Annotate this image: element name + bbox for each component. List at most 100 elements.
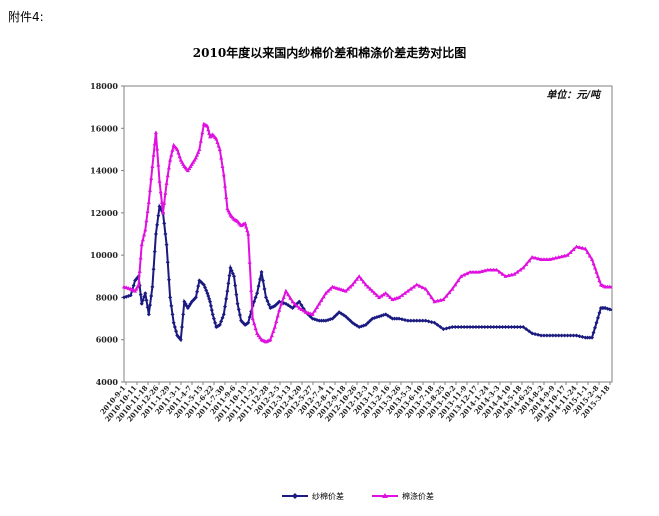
legend: 纱棉价差 棉涤价差 (282, 491, 434, 501)
data-point (590, 335, 595, 340)
data-point (156, 162, 161, 167)
data-point (488, 267, 493, 272)
data-point (314, 305, 319, 309)
data-point (482, 325, 487, 330)
data-point (392, 316, 397, 321)
data-point (465, 271, 470, 276)
data-point (288, 295, 293, 300)
data-point (590, 257, 595, 261)
data-point (224, 195, 229, 199)
data-point (168, 295, 173, 300)
data-point (450, 286, 455, 291)
data-point (326, 288, 331, 293)
data-point (255, 331, 260, 335)
data-point (453, 325, 458, 330)
data-point (361, 279, 366, 284)
data-point (223, 183, 228, 188)
data-point (250, 316, 255, 321)
data-point (379, 293, 384, 298)
data-point (414, 318, 419, 323)
data-point (385, 293, 390, 297)
data-point (346, 316, 351, 321)
data-point (518, 325, 523, 330)
data-point (232, 274, 237, 279)
data-point (377, 295, 382, 300)
data-point (272, 324, 277, 329)
data-point (547, 257, 552, 261)
data-point (343, 288, 348, 293)
data-point (225, 289, 230, 294)
series-markers-2 (122, 121, 612, 344)
data-point (366, 320, 370, 325)
data-point (216, 143, 221, 148)
data-point (381, 292, 386, 297)
data-point (262, 286, 267, 291)
data-point (383, 291, 388, 295)
data-point (577, 245, 582, 249)
data-point (359, 276, 364, 281)
data-point (512, 325, 517, 330)
data-point (220, 164, 225, 168)
data-point (244, 224, 249, 229)
data-point (295, 303, 300, 308)
data-point (128, 293, 133, 298)
data-point (217, 322, 222, 327)
data-point (426, 319, 431, 324)
data-point (170, 312, 175, 317)
data-point (574, 244, 579, 249)
data-point (164, 242, 169, 247)
data-point (306, 310, 311, 315)
data-point (308, 311, 313, 316)
data-point (503, 274, 508, 278)
data-point (352, 279, 357, 284)
legend-label-1: 纱棉价差 (312, 491, 344, 501)
data-point (553, 333, 558, 338)
data-point (550, 333, 555, 338)
data-point (512, 271, 517, 276)
data-point (447, 325, 452, 330)
data-point (550, 256, 555, 261)
data-point (485, 267, 490, 272)
data-point (565, 252, 570, 257)
data-point (237, 313, 242, 318)
data-point (139, 301, 144, 306)
data-point (165, 173, 170, 178)
legend-marker-icon (382, 493, 388, 498)
data-point (435, 298, 440, 303)
data-point (255, 291, 260, 296)
data-point (312, 308, 317, 313)
data-point (574, 333, 579, 338)
data-point (408, 286, 413, 291)
data-point (146, 200, 151, 204)
data-point (143, 291, 148, 296)
y-tick-label: 10000 (90, 250, 118, 260)
y-tick-label: 8000 (96, 292, 119, 302)
data-point (491, 267, 496, 272)
data-point (366, 284, 370, 289)
data-point (544, 333, 549, 338)
data-point (258, 277, 263, 282)
data-point (253, 326, 258, 331)
data-point (441, 327, 446, 332)
data-point (169, 303, 174, 308)
data-point (533, 255, 538, 260)
data-point (136, 282, 141, 287)
data-point (159, 200, 164, 204)
data-point (266, 302, 271, 307)
data-point (246, 231, 251, 236)
data-point (134, 286, 139, 291)
data-point (156, 213, 161, 218)
data-point (256, 284, 261, 289)
data-point (334, 312, 339, 317)
data-point (479, 269, 484, 273)
data-point (290, 299, 295, 304)
data-point (592, 265, 597, 270)
data-point (363, 282, 368, 287)
data-point (171, 320, 176, 325)
data-point (488, 325, 493, 330)
data-point (253, 295, 258, 300)
data-point (268, 337, 273, 342)
data-point (417, 283, 422, 288)
data-point (131, 283, 136, 288)
